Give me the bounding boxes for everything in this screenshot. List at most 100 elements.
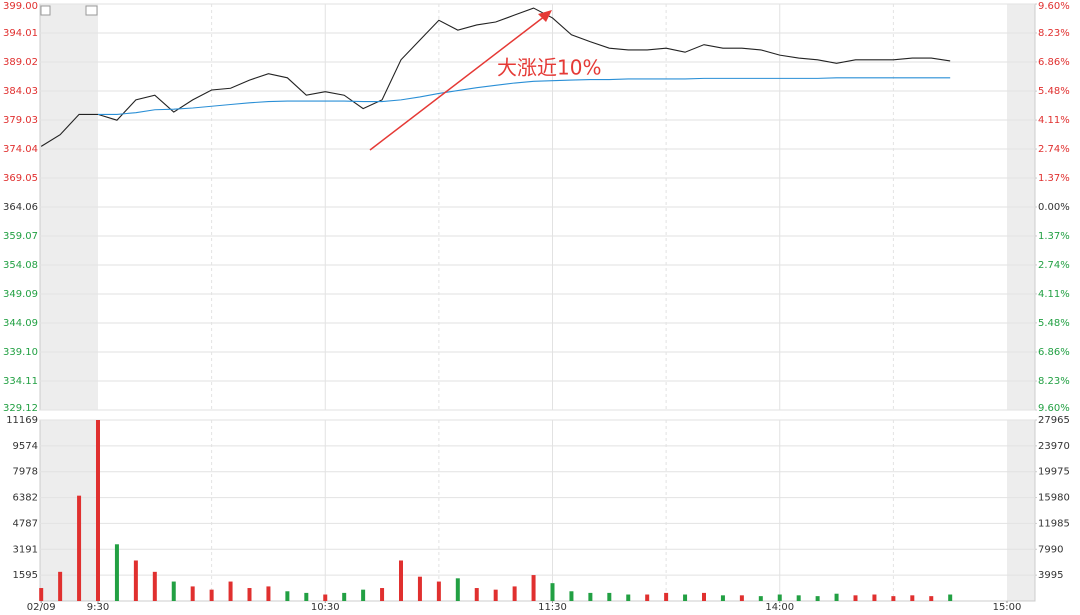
annotation-arrowhead <box>538 10 552 22</box>
y-tick-label: 399.00 <box>3 1 38 12</box>
volume-bar <box>569 591 574 601</box>
volume-bar <box>171 581 176 601</box>
volume-bar <box>739 595 744 601</box>
y-tick-label: 394.01 <box>3 28 38 39</box>
volume-bar <box>777 594 782 601</box>
annotation: 大涨近10% <box>497 56 601 80</box>
volume-bar <box>910 595 915 601</box>
volume-bar <box>228 581 233 601</box>
volume-bar <box>720 595 725 601</box>
y-tick-label: 6382 <box>13 493 38 504</box>
volume-bar <box>796 595 801 601</box>
volume-bar <box>39 588 44 601</box>
y2-tick-label: 0.00% <box>1038 202 1070 213</box>
y-tick-label: 339.10 <box>3 347 38 358</box>
y2-tick-label: 5.48% <box>1038 86 1070 97</box>
volume-bar <box>607 592 612 601</box>
volume-bar <box>190 586 195 601</box>
volume-bar <box>664 592 669 601</box>
y-tick-label: 384.03 <box>3 86 38 97</box>
volume-bar <box>834 593 839 601</box>
volume-bar <box>114 544 119 601</box>
volume-bar <box>58 571 63 601</box>
y-tick-label: 9574 <box>13 441 38 452</box>
y2-tick-label: 15980 <box>1038 493 1070 504</box>
y-tick-label: 374.04 <box>3 144 38 155</box>
volume-bar <box>588 592 593 601</box>
volume-bar <box>399 560 403 601</box>
y2-tick-label: 19975 <box>1038 467 1070 478</box>
volume-bar <box>493 589 498 601</box>
volume-bar <box>815 596 820 601</box>
volume-bar <box>948 594 953 601</box>
volume-bar <box>455 578 460 601</box>
pre-market-band <box>40 420 98 601</box>
volume-bar <box>361 589 366 601</box>
volume-bar <box>853 595 858 601</box>
x-tick-label: 15:00 <box>993 602 1022 613</box>
volume-bar <box>683 594 688 601</box>
y-tick-label: 389.02 <box>3 57 38 68</box>
volume-bar <box>550 583 555 601</box>
x-tick-label: 11:30 <box>538 602 567 613</box>
y-tick-label: 359.07 <box>3 231 38 242</box>
y-tick-label: 329.12 <box>3 403 38 414</box>
volume-bar <box>133 560 138 601</box>
y2-tick-label: 9.60% <box>1038 403 1070 414</box>
y2-tick-label: 2.74% <box>1038 144 1070 155</box>
plot-layer: 399.00 394.01 389.02 384.03 379.03 374.04 369.… <box>3 1 1070 613</box>
y-tick-label: 1595 <box>13 570 38 581</box>
price-line <box>40 7 951 147</box>
y2-tick-label: 5.48% <box>1038 318 1070 329</box>
volume-bar <box>891 596 896 601</box>
close-button[interactable] <box>40 5 51 16</box>
y2-tick-label: 27965 <box>1038 415 1070 426</box>
y2-tick-label: 23970 <box>1038 441 1070 452</box>
y-tick-label: 349.09 <box>3 289 38 300</box>
x-tick-label: 14:00 <box>765 602 794 613</box>
volume-bar <box>929 596 934 601</box>
y2-tick-label: 8.23% <box>1038 376 1070 387</box>
annotation-arrow <box>369 15 546 151</box>
volume-bar <box>436 581 441 601</box>
expand-button[interactable] <box>85 5 98 16</box>
volume-bar <box>285 591 290 601</box>
volume-bar <box>96 420 100 601</box>
x-tick-label: 10:30 <box>311 602 340 613</box>
volume-bar <box>531 575 536 601</box>
volume-bar <box>152 571 157 601</box>
volume-bar <box>512 586 517 601</box>
volume-bar <box>342 592 347 601</box>
y-tick-label: 379.03 <box>3 115 38 126</box>
y-tick-label: 364.06 <box>3 202 38 213</box>
price-line <box>98 77 951 115</box>
y-tick-label: 4787 <box>13 518 38 529</box>
volume-bar <box>702 592 706 601</box>
volume-bar <box>247 588 252 601</box>
volume-bar <box>645 594 650 601</box>
y2-tick-label: 3995 <box>1038 570 1063 581</box>
y2-tick-label: 8.23% <box>1038 28 1070 39</box>
volume-bar <box>323 594 328 601</box>
y2-tick-label: 9.60% <box>1038 1 1070 12</box>
y-tick-label: 7978 <box>13 467 38 478</box>
y2-tick-label: 6.86% <box>1038 347 1070 358</box>
volume-bar <box>304 592 309 601</box>
y-tick-label: 354.08 <box>3 260 38 271</box>
y2-tick-label: 2.74% <box>1038 260 1070 271</box>
volume-bar <box>209 589 214 601</box>
volume-bar <box>872 594 877 601</box>
volume-bar <box>380 588 385 601</box>
y2-tick-label: 4.11% <box>1038 115 1070 126</box>
y2-tick-label: 1.37% <box>1038 231 1070 242</box>
y-tick-label: 3191 <box>13 544 38 555</box>
y2-tick-label: 6.86% <box>1038 57 1070 68</box>
y-tick-label: 334.11 <box>3 376 38 387</box>
after-close-band <box>1007 420 1035 601</box>
y2-tick-label: 11985 <box>1038 518 1070 529</box>
x-tick-label: 9:30 <box>87 602 109 613</box>
y2-tick-label: 1.37% <box>1038 173 1070 184</box>
volume-bar <box>417 576 422 601</box>
volume-bar <box>77 495 82 601</box>
